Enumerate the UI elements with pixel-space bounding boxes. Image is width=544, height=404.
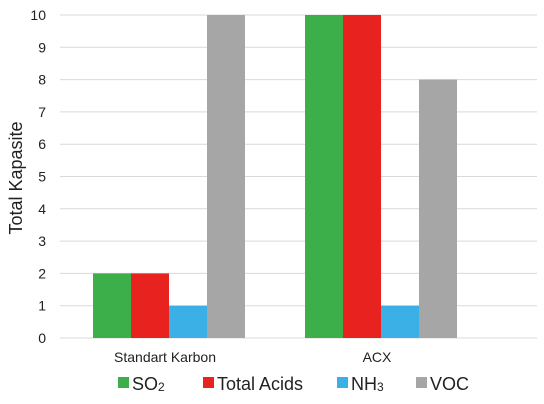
bar-total-acids-0 — [131, 273, 169, 338]
x-category-label: ACX — [363, 349, 392, 365]
legend-label: VOC — [430, 374, 469, 394]
y-tick-label: 6 — [38, 136, 46, 152]
x-category-label: Standart Karbon — [114, 349, 216, 365]
y-tick-label: 2 — [38, 265, 46, 281]
bar-so2-0 — [93, 273, 131, 338]
y-tick-label: 8 — [38, 72, 46, 88]
bars — [93, 15, 457, 338]
y-tick-label: 0 — [38, 330, 46, 346]
y-tick-label: 3 — [38, 233, 46, 249]
x-axis-category-labels: Standart Karbon ACX — [114, 349, 392, 365]
bar-nh3-1 — [381, 305, 419, 338]
y-axis-ticks: 0 1 2 3 4 5 6 7 8 9 10 — [30, 7, 46, 346]
bar-voc-0 — [207, 15, 245, 338]
legend-swatch — [203, 377, 214, 388]
bar-voc-1 — [419, 79, 457, 338]
y-tick-label: 5 — [38, 169, 46, 185]
y-tick-label: 10 — [30, 7, 46, 23]
y-tick-label: 7 — [38, 104, 46, 120]
legend-label: Total Acids — [217, 374, 303, 394]
legend-swatch — [416, 377, 427, 388]
legend: SO2 Total Acids NH3 VOC — [118, 374, 469, 394]
legend-label-text: Total Acids — [217, 374, 303, 394]
legend-label-subscript: 2 — [158, 380, 165, 394]
y-axis-title: Total Kapasite — [6, 121, 26, 234]
y-tick-label: 9 — [38, 39, 46, 55]
y-tick-label: 4 — [38, 201, 46, 217]
legend-label: NH3 — [351, 374, 384, 394]
legend-label-text: SO — [132, 374, 158, 394]
legend-swatch — [118, 377, 129, 388]
legend-label-text: VOC — [430, 374, 469, 394]
legend-swatch — [337, 377, 348, 388]
bar-nh3-0 — [169, 305, 207, 338]
legend-label-subscript: 3 — [377, 380, 384, 394]
bar-total-acids-1 — [343, 15, 381, 338]
y-tick-label: 1 — [38, 298, 46, 314]
legend-label-text: NH — [351, 374, 377, 394]
bar-so2-1 — [305, 15, 343, 338]
legend-label: SO2 — [132, 374, 165, 394]
